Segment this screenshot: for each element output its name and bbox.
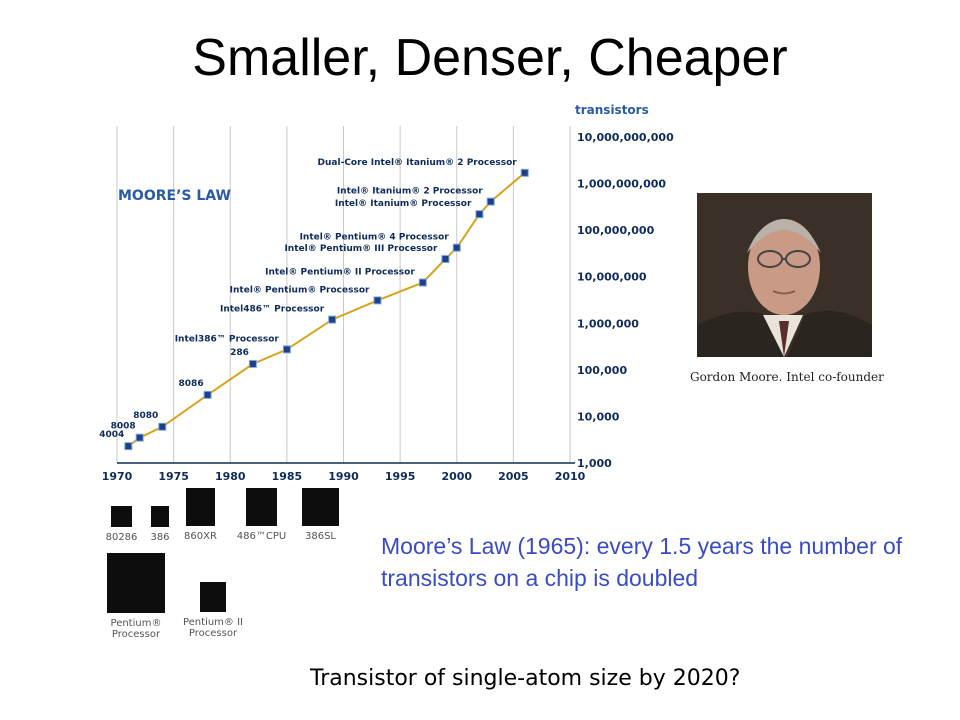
x-tick-label: 1995 — [385, 470, 416, 483]
y-tick-label: 10,000 — [577, 410, 620, 423]
chip-label-line: Processor — [189, 628, 238, 639]
data-point — [203, 390, 212, 399]
data-point — [520, 168, 529, 177]
point-label: Intel486™ Processor — [220, 305, 325, 315]
data-point — [486, 197, 495, 206]
point-label: Intel® Itanium® Processor — [335, 199, 472, 209]
chip-label-line: Pentium® II — [183, 617, 243, 628]
chip-die — [151, 506, 169, 527]
point-label: Intel® Pentium® II Processor — [265, 268, 415, 278]
moores-law-statement: Moore’s Law (1965): every 1.5 years the … — [381, 533, 903, 591]
portrait-image — [697, 193, 872, 357]
point-label: Intel® Itanium® 2 Processor — [337, 187, 483, 197]
chip-die — [246, 488, 277, 526]
data-point — [124, 442, 133, 451]
data-point — [135, 433, 144, 442]
gordon-moore-photo — [697, 193, 872, 357]
x-tick-label: 2005 — [498, 470, 529, 483]
x-tick-label: 1990 — [328, 470, 359, 483]
x-tick-label: 1985 — [272, 470, 303, 483]
x-tick-label: 1970 — [102, 470, 133, 483]
y-tick-label: 1,000,000,000 — [577, 178, 666, 191]
x-tick-label: 2010 — [555, 470, 586, 483]
data-point — [373, 296, 382, 305]
data-point — [475, 210, 484, 219]
x-tick-label: 2000 — [441, 470, 472, 483]
trend-line — [127, 172, 526, 448]
chip-label: Pentium® Processor — [111, 618, 162, 640]
point-label: Intel® Pentium® Processor — [230, 285, 370, 295]
data-point — [328, 315, 337, 324]
chip-label: 486™CPU — [237, 531, 286, 542]
chart-title: MOORE’S LAW — [118, 188, 231, 204]
point-label: Intel386™ Processor — [175, 334, 280, 344]
photo-caption: Gordon Moore. Intel co-founder — [690, 370, 884, 384]
y-tick-labels: 10,000,000,000 1,000,000,000 100,000,000 10… — [577, 131, 674, 470]
point-label: 8086 — [179, 379, 204, 389]
chip-die — [186, 488, 215, 526]
chip-die — [302, 488, 339, 526]
point-label: Dual-Core Intel® Itanium® 2 Processor — [318, 158, 518, 168]
slide-title: Smaller, Denser, Cheaper — [192, 29, 788, 87]
point-label: 4004 — [99, 430, 124, 440]
y-tick-label: 100,000 — [577, 364, 627, 377]
chip-label: 80286 — [106, 532, 138, 543]
chip-label: 386 — [150, 532, 169, 543]
y-tick-label: 1,000,000 — [577, 317, 639, 330]
chip-die — [200, 582, 226, 612]
point-label: Intel® Pentium® III Processor — [284, 244, 438, 254]
data-point — [248, 359, 257, 368]
chip-label-line: Processor — [112, 629, 161, 640]
chip-label: 386SL — [305, 531, 336, 542]
chip-label: Pentium® II Processor — [183, 617, 243, 639]
data-point — [452, 243, 461, 252]
point-label: Intel® Pentium® 4 Processor — [300, 233, 450, 243]
y-axis-label: transistors — [575, 103, 649, 117]
data-point — [158, 422, 167, 431]
x-tick-label: 1980 — [215, 470, 246, 483]
chip-die — [111, 506, 132, 527]
x-tick-labels: 1970 1975 1980 1985 1990 1995 2000 2005 2010 — [102, 470, 586, 483]
chip-label-line: Pentium® — [111, 618, 162, 629]
chip-die — [107, 553, 165, 613]
data-point — [441, 255, 450, 264]
y-tick-label: 10,000,000,000 — [577, 131, 674, 144]
y-tick-label: 100,000,000 — [577, 224, 655, 237]
data-point — [418, 278, 427, 287]
y-tick-label: 10,000,000 — [577, 271, 647, 284]
data-point — [282, 345, 291, 354]
point-label: 8008 — [111, 422, 136, 432]
bottom-question: Transistor of single-atom size by 2020? — [310, 666, 741, 691]
chip-label: 860XR — [184, 531, 217, 542]
x-tick-label: 1975 — [158, 470, 189, 483]
point-label: 8080 — [133, 411, 158, 421]
y-tick-label: 1,000 — [577, 457, 612, 470]
point-label: 286 — [230, 348, 249, 358]
